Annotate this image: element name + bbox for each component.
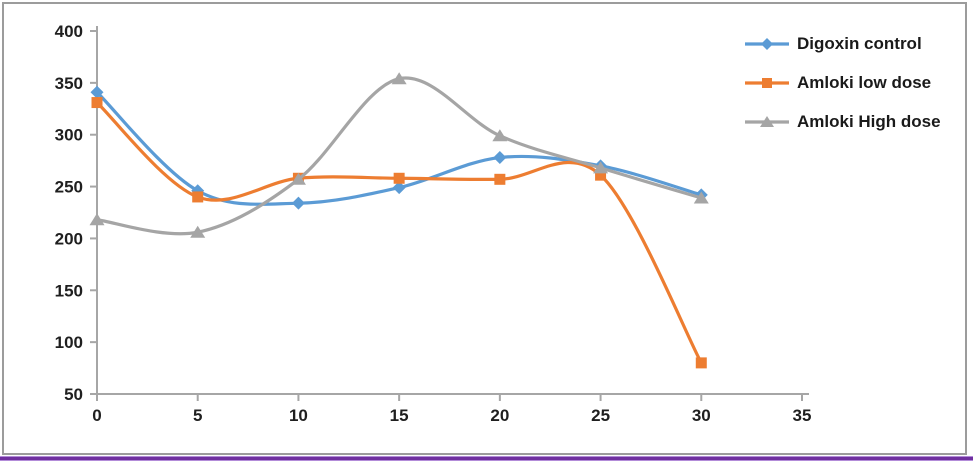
- legend-label: Digoxin control: [797, 33, 922, 53]
- x-tick-label: 5: [193, 406, 202, 425]
- square-legend-marker-icon: [745, 77, 789, 88]
- x-tick-label: 10: [289, 406, 308, 425]
- data-point-square-amloki-low-dose: [91, 97, 103, 109]
- chart-legend: Digoxin control Amloki low dose Amloki Hig…: [744, 30, 941, 147]
- legend-item-digoxin-control[interactable]: Digoxin control: [744, 30, 941, 57]
- legend-item-amloki-high-dose[interactable]: Amloki High dose: [744, 108, 941, 135]
- data-point-triangle-amloki-high-dose: [492, 129, 508, 142]
- data-point-square-amloki-low-dose: [393, 172, 405, 184]
- y-tick-label: 200: [55, 229, 83, 248]
- y-tick-label: 100: [55, 333, 83, 352]
- data-point-diamond-digoxin-control: [392, 181, 406, 195]
- data-point-diamond-digoxin-control: [291, 196, 305, 210]
- data-point-square-amloki-low-dose: [494, 173, 506, 185]
- data-point-triangle-amloki-high-dose: [190, 225, 206, 238]
- legend-marker-shape: [760, 115, 774, 127]
- x-tick-label: 35: [793, 406, 812, 425]
- x-tick-label: 25: [591, 406, 610, 425]
- legend-marker-shape: [761, 37, 773, 50]
- series-line-amloki-high-dose: [95, 76, 703, 236]
- x-tick-label: 15: [390, 406, 409, 425]
- triangle-legend-marker-icon: [745, 115, 789, 127]
- data-point-diamond-digoxin-control: [493, 151, 507, 165]
- x-tick-label: 20: [490, 406, 509, 425]
- legend-item-amloki-low-dose[interactable]: Amloki low dose: [744, 69, 941, 96]
- y-tick-label: 300: [55, 126, 83, 145]
- y-tick-label: 400: [55, 22, 83, 41]
- legend-label: Amloki low dose: [797, 72, 932, 92]
- y-tick-label: 150: [55, 281, 83, 300]
- x-tick-label: 0: [92, 406, 101, 425]
- bottom-accent-line: [0, 456, 973, 461]
- data-point-triangle-amloki-high-dose: [391, 72, 407, 85]
- y-tick-label: 50: [64, 385, 83, 404]
- legend-marker-shape: [762, 77, 772, 88]
- diamond-legend-marker-icon: [745, 37, 789, 50]
- data-point-diamond-digoxin-control: [90, 85, 104, 99]
- x-tick-label: 30: [692, 406, 711, 425]
- data-point-triangle-amloki-high-dose: [290, 172, 306, 185]
- legend-label: Amloki High dose: [797, 111, 941, 131]
- data-point-square-amloki-low-dose: [192, 191, 204, 203]
- y-tick-label: 350: [55, 74, 83, 93]
- data-point-triangle-amloki-high-dose: [693, 191, 709, 204]
- data-point-square-amloki-low-dose: [695, 357, 707, 369]
- y-tick-label: 250: [55, 178, 83, 197]
- data-point-triangle-amloki-high-dose: [593, 161, 609, 174]
- data-point-triangle-amloki-high-dose: [89, 213, 105, 226]
